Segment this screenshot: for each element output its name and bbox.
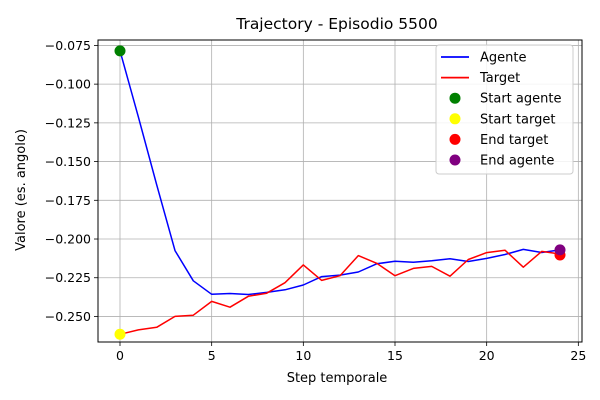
plot-frame xyxy=(97,39,583,343)
y-axis-ticks: −0.250 −0.225 −0.200 −0.175 −0.150 −0.125 −0.1… xyxy=(45,38,98,324)
y-tick-label: −0.225 xyxy=(45,270,91,285)
legend-swatch-dot xyxy=(449,154,461,166)
y-tick-label: −0.150 xyxy=(45,154,91,169)
legend-swatch-dot xyxy=(449,92,461,104)
legend-label: Agente xyxy=(480,51,526,66)
x-tick-label: 25 xyxy=(570,348,586,363)
y-tick-label: −0.075 xyxy=(45,38,91,53)
x-axis-ticks: 0 5 10 15 20 25 xyxy=(116,342,586,363)
chart-title: Trajectory - Episodio 5500 xyxy=(235,15,437,33)
x-tick-label: 0 xyxy=(116,348,124,363)
markers xyxy=(114,45,566,340)
y-tick-label: −0.100 xyxy=(45,77,91,92)
x-tick-label: 5 xyxy=(208,348,216,363)
marker-end-agente xyxy=(554,244,566,256)
x-axis-label: Step temporale xyxy=(287,371,388,386)
series-line-target xyxy=(119,249,561,336)
legend-label: Target xyxy=(479,71,520,86)
series-lines xyxy=(119,50,561,336)
legend-label: End agente xyxy=(480,154,554,169)
y-tick-label: −0.200 xyxy=(45,232,91,247)
marker-start-target xyxy=(114,328,126,340)
y-tick-label: −0.175 xyxy=(45,193,91,208)
x-tick-label: 10 xyxy=(295,348,311,363)
legend-swatch-dot xyxy=(449,133,461,145)
y-tick-label: −0.250 xyxy=(45,309,91,324)
marker-start-agente xyxy=(114,45,126,57)
legend: Agente Target Start agente Start target End … xyxy=(435,44,574,175)
legend-label: End target xyxy=(480,133,548,148)
legend-label: Start agente xyxy=(480,92,561,107)
x-tick-label: 20 xyxy=(479,348,495,363)
legend-swatch-dot xyxy=(449,113,461,125)
legend-label: Start target xyxy=(480,112,555,127)
y-axis-label: Valore (es. angolo) xyxy=(14,129,29,251)
x-tick-label: 15 xyxy=(387,348,403,363)
legend-box xyxy=(435,44,574,175)
y-tick-label: −0.125 xyxy=(45,115,91,130)
